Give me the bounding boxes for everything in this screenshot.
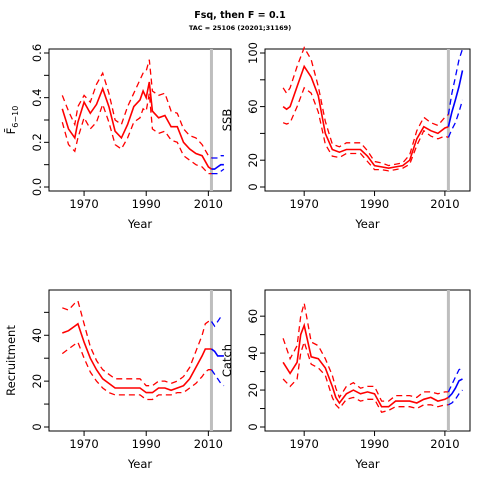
projection-lower-bound-line <box>448 389 463 406</box>
y-tick-label: 40 <box>246 346 260 361</box>
figure-subtitle: TAC = 25106 (20201;31169) <box>188 24 292 32</box>
projection-median-line <box>447 378 463 398</box>
projection-upper-bound-line <box>447 48 464 115</box>
panel-catch: 1970 1990 2010 0 20 40 60 Year Catch <box>220 289 471 471</box>
x-tick-label: 2010 <box>430 197 459 211</box>
plot-frame <box>48 289 232 432</box>
y-tick-label: 40 <box>30 328 44 343</box>
x-axis-label: Year <box>354 217 380 231</box>
plot-frame <box>264 289 471 432</box>
y-tick-label: 60 <box>246 99 260 114</box>
projection-lower-bound-line <box>447 99 464 138</box>
y-tick-label: 100 <box>246 42 260 64</box>
projection-median-line <box>211 348 224 357</box>
y-tick-label: 0 <box>246 423 260 430</box>
y-axis-label: Catch <box>220 344 234 377</box>
projection-upper-bound-line <box>211 155 224 159</box>
historic-lower-bound-line <box>282 339 449 413</box>
y-axis-label-main: SSB <box>220 109 234 132</box>
x-tick-label: 1990 <box>132 437 161 451</box>
y-tick-label: 0.0 <box>30 178 44 196</box>
x-tick-label: 1970 <box>290 437 319 451</box>
panel-recruitment: 1970 1990 2010 0 20 40 Year Recruitment <box>4 289 232 471</box>
x-tick-label: 2010 <box>194 197 223 211</box>
y-axis-label: Recruitment <box>4 325 18 396</box>
y-tick-label: 0 <box>246 183 260 190</box>
y-axis-label-subscript: 6−10 <box>11 106 20 128</box>
y-tick-label: 0.4 <box>30 89 44 107</box>
projection-lower-bound-line <box>211 168 225 175</box>
x-tick-label: 2010 <box>194 437 223 451</box>
x-tick-label: 1990 <box>132 197 161 211</box>
x-tick-label: 1990 <box>360 437 389 451</box>
projection-upper-bound-line <box>210 316 224 328</box>
x-axis-label: Year <box>127 217 153 231</box>
y-tick-label: 20 <box>246 153 260 168</box>
y-tick-label: 20 <box>30 374 44 389</box>
historic-median-line <box>62 322 212 394</box>
y-axis-label-main: F̄ <box>4 128 18 135</box>
y-tick-label: 60 <box>246 309 260 324</box>
x-tick-label: 1970 <box>69 437 98 451</box>
x-tick-label: 1970 <box>290 197 319 211</box>
projection-upper-bound-line <box>447 367 463 393</box>
panel-ssb: 1970 1990 2010 0 20 60 100 Year SSB <box>220 42 471 231</box>
projection-median-line <box>211 163 224 170</box>
historic-median-line <box>61 81 212 170</box>
x-tick-label: 2010 <box>430 437 459 451</box>
historic-lower-bound-line <box>282 86 449 172</box>
plot-frame <box>264 48 471 192</box>
historic-lower-bound-line <box>61 341 212 401</box>
x-tick-label: 1990 <box>360 197 389 211</box>
historic-lower-bound-line <box>61 93 212 175</box>
historic-median-line <box>282 322 449 408</box>
y-axis-label: F̄6−10 <box>4 106 20 135</box>
projection-median-line <box>447 70 464 127</box>
projection-lower-bound-line <box>210 369 225 387</box>
y-axis-label-main: Catch <box>220 344 234 377</box>
historic-upper-bound-line <box>61 59 212 159</box>
historic-median-line <box>282 64 449 170</box>
y-tick-label: 20 <box>246 383 260 398</box>
figure-title: Fsq, then F = 0.1 <box>194 10 286 21</box>
historic-upper-bound-line <box>282 46 449 167</box>
y-tick-label: 0.2 <box>30 133 44 151</box>
y-tick-label: 0 <box>30 423 44 430</box>
y-axis-label: SSB <box>220 109 234 132</box>
plot-frame <box>48 48 232 192</box>
panel-fbar: 1970 1990 2010 0.0 0.2 0.4 0.6 Year F̄6−10 <box>4 44 232 231</box>
x-tick-label: 1970 <box>69 197 98 211</box>
historic-upper-bound-line <box>62 299 212 387</box>
x-axis-label: Year <box>354 457 380 471</box>
y-axis-label-main: Recruitment <box>4 325 18 396</box>
x-axis-label: Year <box>127 457 153 471</box>
historic-upper-bound-line <box>282 303 449 402</box>
y-tick-label: 0.6 <box>30 44 44 62</box>
